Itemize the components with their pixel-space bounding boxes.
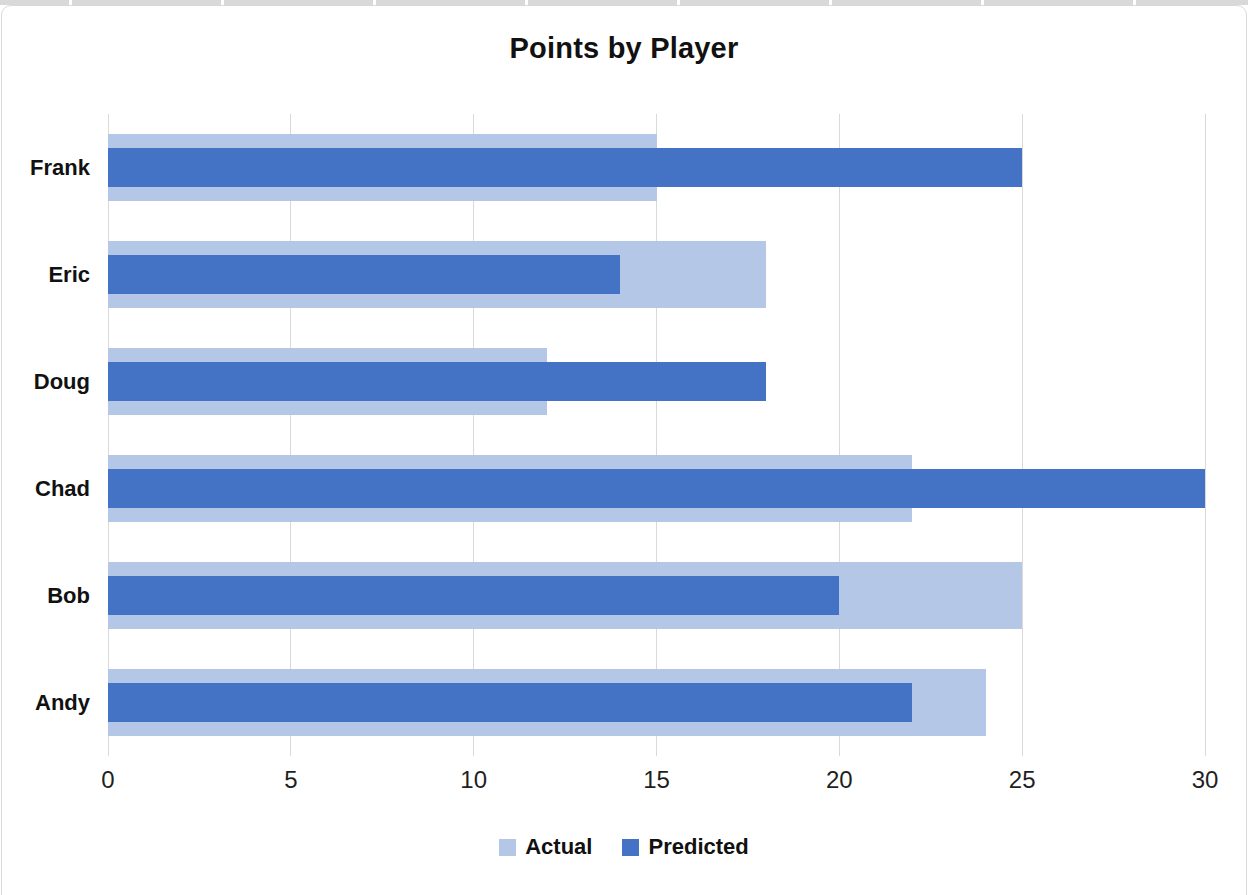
bar-row-andy [108, 649, 1205, 756]
value-axis-tick-30: 30 [1175, 766, 1235, 794]
category-axis: FrankEricDougChadBobAndy [2, 114, 90, 756]
bar-predicted-andy [108, 683, 912, 722]
bar-row-eric [108, 221, 1205, 328]
value-axis-tick-5: 5 [261, 766, 321, 794]
category-label-frank: Frank [2, 114, 90, 221]
legend: Actual Predicted [2, 834, 1246, 860]
value-axis-tick-20: 20 [809, 766, 869, 794]
plot-area [108, 114, 1205, 756]
legend-item-predicted: Predicted [622, 834, 748, 860]
bar-row-chad [108, 435, 1205, 542]
category-label-doug: Doug [2, 328, 90, 435]
chart-title: Points by Player [2, 32, 1246, 65]
category-label-eric: Eric [2, 221, 90, 328]
chart-frame: Points by Player FrankEricDougChadBobAnd… [1, 5, 1247, 895]
value-axis-tick-0: 0 [78, 766, 138, 794]
category-label-chad: Chad [2, 435, 90, 542]
bar-predicted-frank [108, 148, 1022, 187]
legend-item-actual: Actual [499, 834, 592, 860]
value-axis-tick-25: 25 [992, 766, 1052, 794]
bar-predicted-doug [108, 362, 766, 401]
legend-swatch-predicted-icon [622, 839, 639, 856]
legend-label-predicted: Predicted [648, 834, 748, 860]
bar-row-doug [108, 328, 1205, 435]
bar-predicted-bob [108, 576, 839, 615]
bar-predicted-chad [108, 469, 1205, 508]
legend-label-actual: Actual [525, 834, 592, 860]
bar-predicted-eric [108, 255, 620, 294]
value-axis-tick-10: 10 [444, 766, 504, 794]
bar-row-bob [108, 542, 1205, 649]
value-axis-tick-15: 15 [627, 766, 687, 794]
legend-swatch-actual-icon [499, 839, 516, 856]
category-label-andy: Andy [2, 649, 90, 756]
category-label-bob: Bob [2, 542, 90, 649]
value-axis: 051015202530 [108, 766, 1205, 800]
bar-row-frank [108, 114, 1205, 221]
